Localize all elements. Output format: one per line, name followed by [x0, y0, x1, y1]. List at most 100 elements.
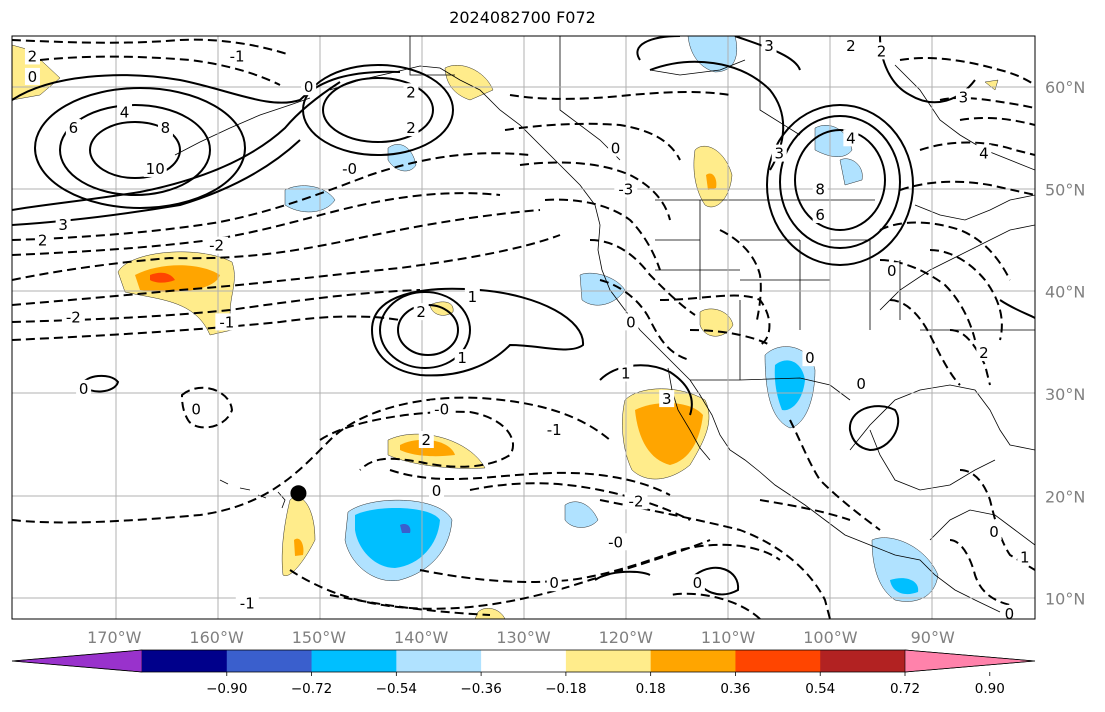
latitude-tick-label: 50°N	[1045, 180, 1085, 199]
contour-label-bg	[430, 400, 454, 418]
contour-label: 0	[887, 262, 897, 280]
contour-label-bg	[403, 119, 419, 137]
contour-label-bg	[215, 313, 239, 331]
contour-label: 4	[979, 145, 989, 163]
colorbar-labels: −0.90 −0.72 −0.54 −0.36 −0.18 0.18 0.36 0.54 0.7…	[206, 672, 1005, 697]
contour-label: 8	[815, 180, 825, 198]
contour-label: 3	[959, 88, 969, 106]
colorbar-tick-label: −0.90	[206, 681, 247, 697]
contour-label: 0	[304, 78, 314, 96]
contour-label: -2	[209, 237, 224, 255]
contour-label: 8	[161, 119, 171, 137]
contour-label-bg	[1017, 548, 1033, 566]
colorbar-under-arrow	[11, 649, 143, 673]
contour-label: 0	[191, 400, 201, 418]
contour-label: 0	[432, 482, 442, 500]
contour-label-bg	[418, 431, 434, 449]
contour-label-bg	[235, 594, 259, 612]
contour-label: 3	[662, 390, 672, 408]
contour-label: 0	[1005, 605, 1015, 623]
contour-label-bg	[976, 344, 992, 362]
longitude-ticks: 170°W 160°W 150°W 140°W 130°W 120°W 110°W 100°W…	[87, 628, 955, 647]
colorbar-segment	[226, 650, 313, 672]
contour-label-bg	[55, 216, 71, 234]
contour-label-bg	[338, 159, 362, 177]
longitude-tick-label: 170°W	[87, 628, 142, 647]
colorbar-over-arrow	[904, 649, 1036, 673]
contour-label: 0	[856, 375, 866, 393]
contour-label: -0	[342, 160, 357, 178]
contour-label-bg	[874, 42, 890, 60]
contour-label: -1	[230, 47, 245, 65]
colorbar-tick-label: −0.72	[291, 681, 332, 697]
longitude-tick-label: 100°W	[803, 628, 858, 647]
colorbar-segment	[481, 650, 567, 672]
contour-label-bg	[24, 67, 40, 85]
contour-label: 0	[549, 574, 559, 592]
contour-label: 4	[120, 104, 130, 122]
contour-label-bg	[65, 119, 81, 137]
contour-label: 2	[979, 344, 989, 362]
contour-label-bg	[454, 349, 470, 367]
colorbar-tick-label: 0.36	[720, 681, 750, 697]
colorbar-tick-label: 0.54	[805, 681, 835, 697]
colorbar-segment	[142, 650, 228, 672]
contour-label-bg	[1032, 415, 1035, 433]
colorbar-outline	[11, 649, 1036, 673]
contour-label: 2	[406, 83, 416, 101]
contour-label: 0	[626, 313, 636, 331]
colorbar-segment	[820, 650, 906, 672]
longitude-tick-label: 160°W	[189, 628, 244, 647]
contour-label: 2	[416, 303, 426, 321]
colorbar-segment	[311, 650, 397, 672]
contour-label-bg	[61, 308, 85, 326]
colorbar-tick-label: −0.18	[545, 681, 586, 697]
longitude-tick-label: 140°W	[394, 628, 449, 647]
contour-label-bg	[986, 523, 1002, 541]
contour-label-bg	[205, 236, 229, 254]
contour-label: 6	[815, 206, 825, 224]
contour-label: 6	[69, 119, 79, 137]
contour-label: 2	[28, 47, 38, 65]
contour-label-bg	[76, 379, 92, 397]
contour-label-bg	[24, 47, 40, 65]
contour-label-bg	[35, 231, 51, 249]
contour-label: 0	[805, 349, 815, 367]
contour-label-bg	[546, 574, 562, 592]
contour-label-bg	[618, 364, 634, 382]
contour-label: 3	[58, 216, 68, 234]
contour-label-bg	[225, 47, 249, 65]
contour-label: 0	[28, 68, 38, 86]
contour-label: 2	[38, 232, 48, 250]
contour-label-bg	[689, 574, 705, 592]
contour-label: 0	[989, 523, 999, 541]
contour-label-bg	[157, 119, 173, 137]
colorbar	[11, 649, 1036, 673]
contour-label-bg	[976, 144, 992, 162]
colorbar-segment	[650, 650, 736, 672]
contour-label-bg	[659, 390, 675, 408]
contour-label: 2	[846, 37, 856, 55]
latitude-tick-label: 60°N	[1045, 78, 1085, 97]
colorbar-segment	[396, 650, 482, 672]
contour-label-bg	[843, 37, 859, 55]
colorbar-segment	[735, 650, 821, 672]
contour-label: 2	[406, 119, 416, 137]
latitude-tick-label: 10°N	[1045, 590, 1085, 609]
contour-label: 2	[1035, 416, 1045, 434]
contour-label: -0	[608, 533, 623, 551]
contour-label-bg	[771, 144, 787, 162]
latitude-ticks: 60°N 50°N 40°N 30°N 20°N 10°N	[1045, 78, 1085, 608]
contour-label: -1	[240, 595, 255, 613]
longitude-tick-label: 130°W	[496, 628, 551, 647]
latitude-tick-label: 20°N	[1045, 487, 1085, 506]
colorbar-segment	[565, 650, 652, 672]
contour-label: 0	[79, 380, 89, 398]
contour-label: 1	[468, 288, 478, 306]
contour-label: 3	[764, 37, 774, 55]
longitude-tick-label: 110°W	[701, 628, 756, 647]
contour-label-bg	[413, 303, 429, 321]
colorbar-tick-label: 0.90	[975, 681, 1005, 697]
